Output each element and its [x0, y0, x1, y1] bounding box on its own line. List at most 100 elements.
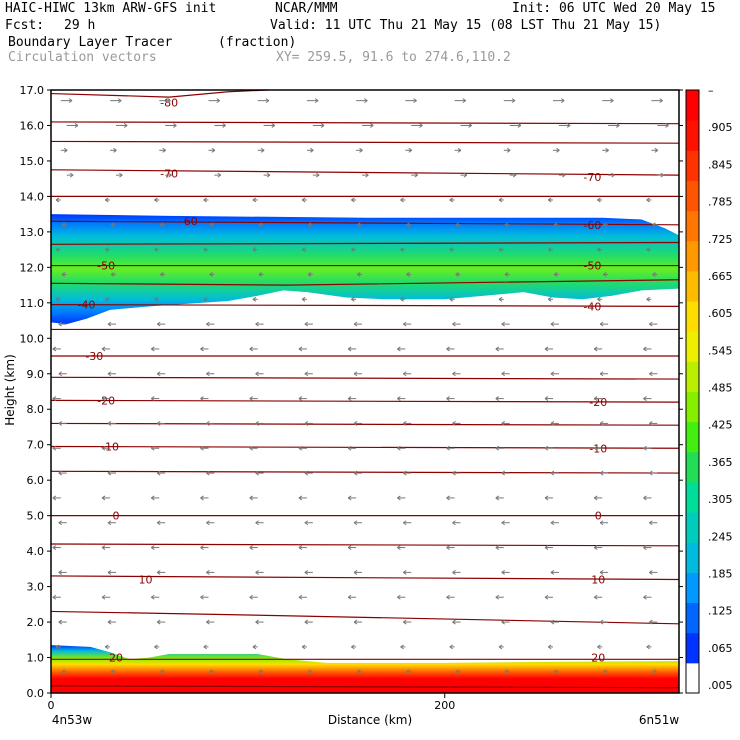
vector-head [593, 495, 598, 501]
vector-head [255, 371, 259, 377]
wind-vector [353, 371, 363, 377]
colorbar-swatch [686, 180, 699, 212]
vector-head [101, 445, 106, 451]
contour-label: -20 [97, 394, 115, 407]
vector-head [649, 569, 653, 575]
contour-line [50, 575, 680, 581]
wind-vector [203, 247, 209, 253]
wind-vector [66, 123, 79, 128]
wind-vector [58, 421, 67, 426]
vector-head [649, 321, 653, 327]
wind-vector [312, 172, 320, 178]
wind-vector [553, 98, 565, 104]
wind-vector [646, 247, 652, 253]
vector-head [353, 569, 358, 575]
vector-head [652, 272, 656, 277]
wind-vector [402, 520, 412, 526]
wind-vector [400, 644, 406, 650]
wind-vector [649, 619, 658, 625]
vector-head [258, 272, 263, 277]
vectors-label: Circulation vectors [8, 50, 157, 65]
vector-head [156, 421, 161, 426]
wind-vector [55, 644, 61, 650]
colorbar-label: .785 [708, 196, 733, 209]
wind-vector [347, 495, 357, 501]
contour-line [50, 399, 680, 403]
wind-vector [55, 197, 61, 203]
wind-vector [301, 197, 307, 203]
vector-head [550, 421, 555, 426]
vector-head [206, 321, 210, 327]
wind-vector [452, 520, 461, 526]
vector-head [593, 445, 598, 451]
y-tick-label: 17.0 [20, 84, 45, 97]
wind-vector [597, 197, 603, 203]
contour-label: -40 [77, 299, 95, 312]
vector-head [406, 669, 410, 675]
vector-head [446, 495, 450, 501]
wind-vector [406, 272, 412, 277]
vector-head [452, 321, 456, 327]
wind-vector [362, 123, 374, 128]
vector-head [610, 98, 614, 104]
vector-head [252, 644, 257, 650]
vector-head [206, 421, 210, 426]
wind-vector [154, 197, 160, 203]
vector-head [55, 247, 60, 253]
wind-vector [449, 644, 455, 650]
wind-vector [544, 594, 554, 600]
wind-vector [553, 272, 559, 277]
vector-head [255, 520, 259, 526]
vector-head [110, 272, 115, 277]
y-tick-label: 12.0 [20, 261, 45, 274]
vector-head [566, 123, 571, 128]
wind-vector [52, 545, 61, 550]
vector-head [61, 272, 66, 277]
colorbar-label: .305 [708, 493, 733, 506]
wind-vector [154, 296, 160, 302]
vector-head [611, 172, 615, 178]
vector-head [160, 222, 164, 228]
wind-vector [402, 619, 412, 625]
wind-vector [599, 371, 609, 377]
vector-head [206, 520, 210, 526]
wind-vector [107, 470, 116, 476]
contour-label: -20 [589, 396, 607, 409]
wind-vector [593, 545, 603, 550]
vector-head [315, 172, 320, 178]
vector-head [553, 222, 558, 228]
vector-head [156, 470, 161, 476]
vector-head [107, 470, 112, 476]
vector-head [252, 197, 257, 203]
wind-vector [150, 594, 160, 600]
vector-head [168, 172, 172, 178]
vector-head [452, 520, 456, 526]
wind-vector [347, 396, 357, 402]
contour-line [50, 121, 680, 125]
wind-vector [593, 346, 603, 352]
vector-head [501, 371, 505, 377]
plot-frame [50, 89, 680, 694]
wind-vector [544, 495, 554, 501]
wind-vector [547, 296, 554, 302]
wind-vector [115, 172, 123, 178]
vector-head [347, 495, 352, 501]
vector-head [52, 545, 57, 550]
wind-vector [603, 669, 609, 675]
wind-vector [104, 644, 111, 650]
vector-head [304, 520, 309, 526]
vector-head [446, 396, 450, 402]
vector-head [304, 619, 309, 625]
colorbar-label: – [708, 84, 714, 97]
vector-head [547, 197, 552, 203]
contour-line [50, 376, 680, 380]
wind-vector [255, 470, 264, 476]
vector-head [156, 321, 161, 327]
vector-head [101, 594, 106, 600]
vector-head [649, 421, 653, 426]
wind-vector [603, 272, 609, 277]
vector-head [200, 545, 204, 550]
wind-vector [298, 495, 307, 501]
colorbar-swatch [686, 632, 699, 664]
vector-head [452, 371, 456, 377]
